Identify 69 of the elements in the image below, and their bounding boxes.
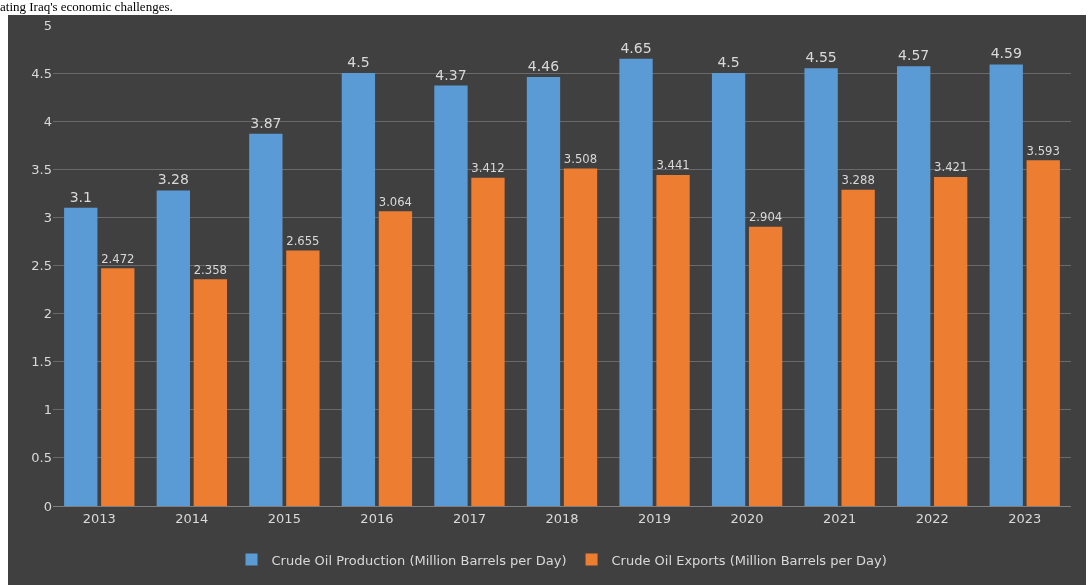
- x-tick-label: 2016: [360, 510, 394, 526]
- data-label: 4.5: [347, 54, 370, 71]
- data-label: 4.5: [717, 54, 740, 71]
- bar: [249, 133, 283, 506]
- y-tick-label: 2: [43, 306, 52, 322]
- bar: [1026, 160, 1060, 506]
- x-tick-label: 2022: [915, 510, 949, 526]
- bar: [563, 168, 598, 506]
- bar: [711, 73, 746, 506]
- data-label: 4.59: [990, 45, 1022, 62]
- data-label: 3.87: [250, 114, 282, 131]
- bar: [748, 226, 783, 506]
- x-tick-label: 2020: [730, 510, 764, 526]
- bar: [434, 85, 468, 506]
- bar: [101, 268, 135, 506]
- bar: [286, 250, 320, 506]
- bar: [471, 177, 505, 506]
- data-label: 4.57: [898, 47, 930, 64]
- bar: [934, 176, 968, 506]
- data-label: 4.37: [435, 66, 467, 83]
- data-label: 3.593: [1026, 143, 1060, 158]
- y-tick-label: 0: [43, 498, 52, 514]
- x-tick-label: 2015: [267, 510, 301, 526]
- x-tick-label: 2013: [82, 510, 116, 526]
- legend-label: Crude Oil Exports (Million Barrels per Day): [611, 552, 887, 568]
- y-tick-label: 4: [43, 113, 52, 129]
- data-label: 2.358: [193, 262, 227, 277]
- data-label: 4.65: [620, 39, 652, 56]
- bar: [897, 66, 931, 506]
- data-label: 3.064: [378, 194, 413, 209]
- data-label: 3.421: [934, 160, 968, 175]
- x-tick-label: 2019: [638, 510, 672, 526]
- bar: [804, 68, 838, 506]
- y-tick-label: 3.5: [31, 161, 52, 177]
- bar: [656, 174, 690, 506]
- data-label: 3.288: [841, 173, 875, 188]
- y-tick-label: 3: [43, 209, 52, 225]
- bar: [193, 279, 227, 506]
- data-label: 3.508: [563, 152, 598, 167]
- data-label: 2.655: [286, 234, 320, 249]
- y-tick-label: 0.5: [31, 450, 52, 466]
- legend-label: Crude Oil Production (Million Barrels per Day): [271, 552, 567, 568]
- bar: [841, 189, 875, 506]
- x-tick-label: 2018: [545, 510, 579, 526]
- bar: [378, 211, 413, 506]
- y-tick-label: 1: [43, 402, 52, 418]
- data-label: 3.1: [69, 188, 92, 205]
- data-label: 4.46: [527, 57, 560, 74]
- bar: [526, 76, 561, 506]
- bar: [64, 207, 98, 506]
- data-label: 3.441: [656, 158, 690, 173]
- data-label: 3.28: [157, 171, 189, 188]
- y-tick-label: 1.5: [31, 354, 52, 370]
- data-label: 2.904: [748, 210, 783, 225]
- bar: [341, 73, 376, 506]
- bar: [156, 190, 190, 506]
- x-tick-label: 2014: [175, 510, 209, 526]
- bar: [619, 58, 653, 506]
- data-label: 3.412: [471, 161, 505, 176]
- data-label: 2.472: [101, 251, 135, 266]
- x-tick-label: 2023: [1008, 510, 1042, 526]
- y-tick-label: 4.5: [31, 65, 52, 81]
- data-label: 4.55: [805, 49, 837, 66]
- bar: [989, 64, 1023, 506]
- text: ating Iraq's economic challenges.: [0, 0, 173, 14]
- y-tick-label: 5: [43, 17, 52, 33]
- y-tick-label: 2.5: [31, 258, 52, 274]
- x-tick-label: 2017: [452, 510, 486, 526]
- x-tick-label: 2021: [823, 510, 857, 526]
